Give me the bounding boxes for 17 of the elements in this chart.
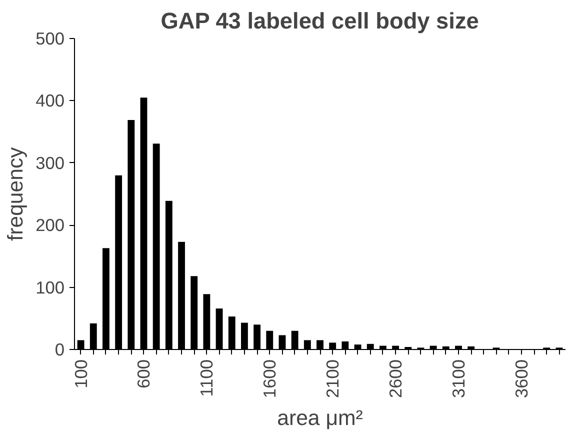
x-tick-label: 3600 [511,359,532,398]
x-tick-label: 2600 [386,359,406,398]
chart-title: GAP 43 labeled cell body size [160,8,479,34]
x-tick-label: 2100 [322,359,343,398]
y-tick-label: 0 [54,340,65,360]
x-axis-title: area μm² [277,406,363,430]
y-tick-label: 500 [36,28,65,48]
y-axis-title: frequency [4,146,28,241]
y-tick-label: 200 [36,215,65,236]
x-tick-label: 1100 [196,359,217,397]
y-tick-label: 100 [36,277,65,298]
y-tick-label: 300 [36,152,65,173]
x-tick-label: 600 [134,359,154,388]
x-tick-label: 1600 [260,359,280,398]
x-tick-label: 3100 [448,359,468,398]
y-tick-label: 400 [36,90,65,111]
x-tick-label: 100 [70,359,91,388]
